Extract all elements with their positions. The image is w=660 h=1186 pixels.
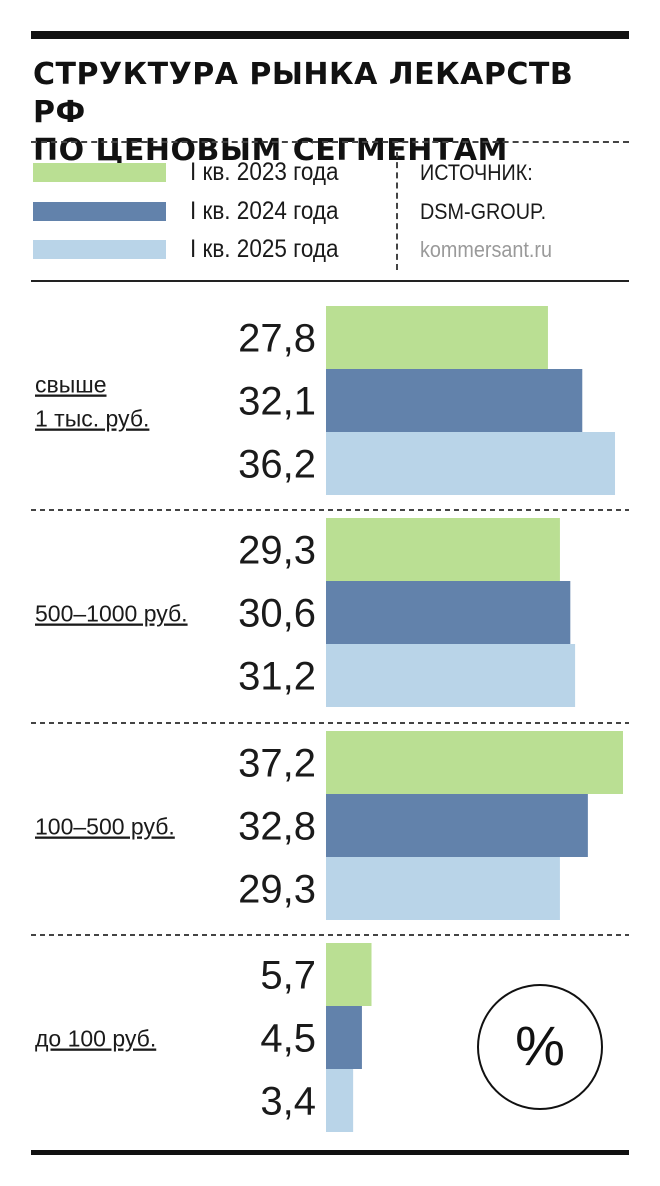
percent-unit-badge: % bbox=[477, 984, 603, 1110]
data-label-500-1000-2025: 31,2 bbox=[238, 655, 316, 699]
bar-100-500-2024 bbox=[326, 794, 588, 857]
chart-title-line-2: ПО ЦЕНОВЫМ СЕГМЕНТАМ bbox=[33, 133, 508, 168]
legend-label-2024: I кв. 2024 года bbox=[190, 197, 339, 225]
bar-under-100-2023 bbox=[326, 943, 372, 1006]
data-label-100-500-2025: 29,3 bbox=[238, 868, 316, 912]
legend-bottom-divider bbox=[31, 280, 629, 282]
source-name: DSM-GROUP. bbox=[420, 199, 547, 224]
data-label-under-100-2023: 5,7 bbox=[260, 954, 316, 998]
source-label: ИСТОЧНИК: bbox=[420, 160, 533, 185]
data-label-100-500-2023: 37,2 bbox=[238, 742, 316, 786]
bar-over-1000-2025 bbox=[326, 432, 616, 495]
bar-500-1000-2024 bbox=[326, 581, 571, 644]
data-label-500-1000-2024: 30,6 bbox=[238, 592, 316, 636]
category-label-100-500: 100–500 руб. bbox=[35, 814, 175, 840]
bottom-rule bbox=[31, 1150, 629, 1155]
chart-title-line-1: СТРУКТУРА РЫНКА ЛЕКАРСТВ РФ bbox=[33, 57, 574, 130]
category-label-over-1000-line-1: свыше bbox=[35, 372, 107, 398]
legend-top-divider bbox=[31, 141, 629, 143]
legend-swatch-2025 bbox=[33, 240, 166, 259]
bar-under-100-2025 bbox=[326, 1069, 354, 1132]
bar-over-1000-2023 bbox=[326, 306, 548, 369]
category-label-over-1000-line-2: 1 тыс. руб. bbox=[35, 406, 149, 432]
data-label-500-1000-2023: 29,3 bbox=[238, 529, 316, 573]
bar-100-500-2023 bbox=[326, 731, 623, 794]
legend-source-divider bbox=[396, 152, 398, 270]
data-label-over-1000-2025: 36,2 bbox=[238, 443, 316, 487]
category-label-500-1000: 500–1000 руб. bbox=[35, 601, 188, 627]
source-site: kommersant.ru bbox=[420, 237, 553, 262]
category-label-under-100: до 100 руб. bbox=[35, 1026, 156, 1052]
bar-500-1000-2023 bbox=[326, 518, 560, 581]
data-label-under-100-2024: 4,5 bbox=[260, 1017, 316, 1061]
legend-swatch-2023 bbox=[33, 163, 166, 182]
legend-swatch-2024 bbox=[33, 202, 166, 221]
percent-unit-label: % bbox=[515, 1014, 565, 1077]
data-label-over-1000-2023: 27,8 bbox=[238, 317, 316, 361]
bar-over-1000-2024 bbox=[326, 369, 583, 432]
legend-label-2023: I кв. 2023 года bbox=[190, 158, 339, 186]
bar-under-100-2024 bbox=[326, 1006, 362, 1069]
data-label-100-500-2024: 32,8 bbox=[238, 805, 316, 849]
bar-500-1000-2025 bbox=[326, 644, 576, 707]
data-label-under-100-2025: 3,4 bbox=[260, 1080, 316, 1124]
bar-100-500-2025 bbox=[326, 857, 560, 920]
data-label-over-1000-2024: 32,1 bbox=[238, 380, 316, 424]
chart-title: СТРУКТУРА РЫНКА ЛЕКАРСТВ РФ ПО ЦЕНОВЫМ С… bbox=[33, 56, 623, 170]
legend-label-2025: I кв. 2025 года bbox=[190, 235, 339, 263]
top-rule bbox=[31, 31, 629, 39]
